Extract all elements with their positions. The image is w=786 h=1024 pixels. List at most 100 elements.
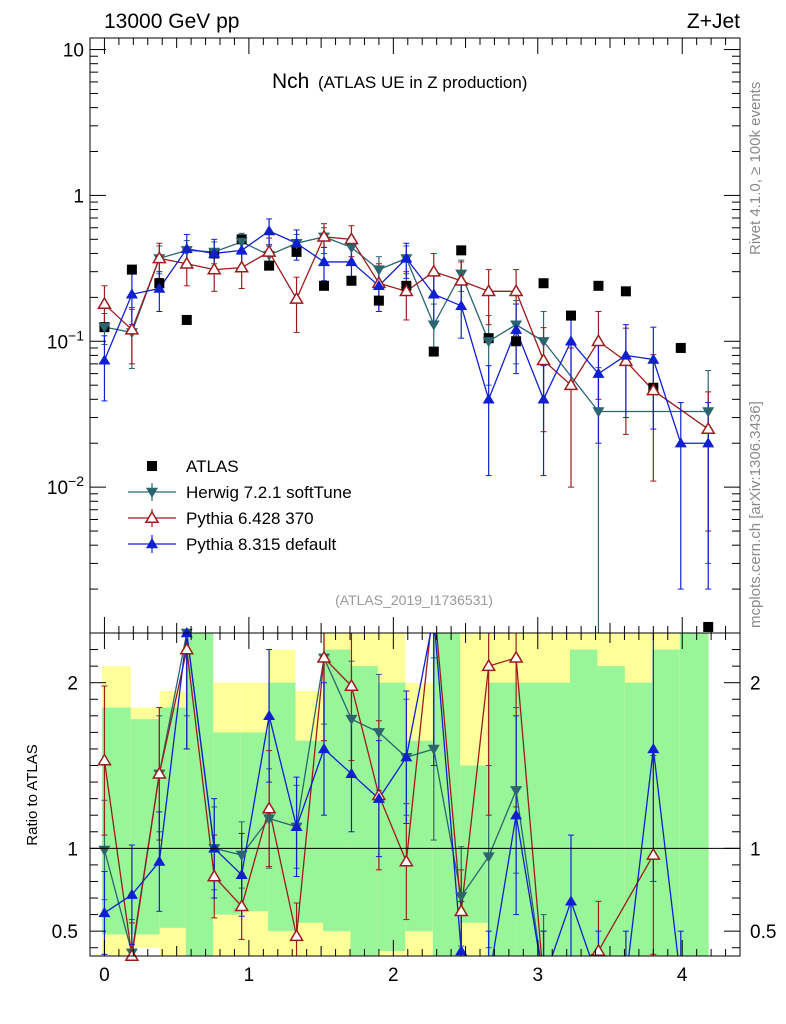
- data-point: [536, 352, 551, 366]
- ratio-point: [647, 742, 660, 754]
- data-point: [619, 349, 632, 360]
- data-point: [702, 437, 715, 448]
- analysis-id: (ATLAS_2019_I1736531): [335, 592, 493, 608]
- ratio-y-tick-label-right: 1: [750, 839, 761, 860]
- data-point: [316, 229, 332, 242]
- ratio-y-tick-label: 0.5: [52, 922, 78, 943]
- data-point: [703, 621, 714, 632]
- data-point: [455, 299, 468, 311]
- ratio-point: [453, 903, 469, 917]
- band-inner: [102, 707, 131, 935]
- ratio-point: [318, 742, 330, 754]
- band-inner: [679, 633, 709, 956]
- data-point: [372, 279, 385, 291]
- ratio-point: [508, 650, 524, 663]
- legend-label: Herwig 7.2.1 softTune: [186, 483, 352, 502]
- legend-marker: [144, 510, 160, 523]
- data-point: [153, 282, 166, 293]
- legend-marker: [146, 538, 158, 549]
- data-point: [235, 237, 248, 248]
- ratio-point: [400, 751, 413, 762]
- ratio-point: [510, 786, 523, 797]
- axes-frame: [89, 37, 741, 957]
- data-point: [97, 296, 112, 309]
- ratio-point: [208, 842, 221, 853]
- ratio-point: [316, 650, 332, 663]
- ratio-point: [124, 948, 140, 961]
- rivet-label: Rivet 4.1.0, ≥ 100k events: [747, 82, 764, 255]
- ratio-point: [290, 820, 303, 831]
- ratio-point: [180, 627, 193, 638]
- ratio-point: [510, 809, 523, 820]
- plot-title: Nch: [272, 70, 309, 93]
- ratio-line: [104, 633, 679, 956]
- data-point: [592, 367, 605, 378]
- ratio-point: [427, 744, 440, 755]
- data-point: [563, 377, 579, 391]
- ratio-point: [399, 854, 414, 867]
- ratio-axis-label: Ratio to ATLAS: [24, 744, 41, 845]
- data-point: [591, 333, 606, 347]
- ratio-point: [235, 868, 248, 880]
- data-point: [400, 252, 413, 263]
- header-left: 13000 GeV pp: [104, 10, 239, 33]
- data-point: [482, 393, 495, 404]
- plot-subtitle: (ATLAS UE in Z production): [318, 73, 527, 92]
- data-point: [675, 342, 686, 353]
- ratio-point: [261, 801, 277, 814]
- data-point: [674, 437, 687, 448]
- band-inner: [350, 666, 378, 956]
- x-tick-label: 0: [99, 965, 110, 986]
- data-point: [206, 262, 222, 275]
- data-point: [261, 244, 277, 257]
- ratio-point: [97, 753, 112, 766]
- ratio-y-tick-label: 1: [67, 839, 78, 860]
- data-point: [399, 283, 414, 297]
- band-inner: [159, 707, 186, 928]
- data-point: [98, 322, 111, 334]
- ratio-point: [455, 945, 468, 956]
- data-point: [289, 291, 304, 304]
- x-tick-label: 3: [532, 965, 543, 986]
- data-point: [180, 242, 193, 254]
- data-point: [124, 322, 140, 335]
- data-point: [234, 260, 249, 273]
- ratio-point: [372, 792, 385, 803]
- x-tick-label: 4: [677, 965, 688, 986]
- data-point: [318, 255, 330, 267]
- data-point: [538, 278, 549, 289]
- band-inner: [295, 740, 323, 923]
- data-point: [511, 336, 522, 347]
- ratio-point: [263, 709, 276, 721]
- ratio-y-tick-label: 2: [67, 674, 78, 695]
- ratio-point: [179, 642, 195, 655]
- data-point: [426, 264, 442, 277]
- y-tick-label: 10: [63, 41, 84, 62]
- header-right: Z+Jet: [687, 10, 740, 33]
- ratio-point: [234, 898, 249, 912]
- data-point: [482, 337, 495, 348]
- ratio-point: [125, 888, 138, 899]
- data-point: [592, 407, 605, 418]
- data-point: [508, 283, 524, 297]
- data-point: [565, 335, 577, 346]
- y-tick-label: 10−1: [47, 327, 84, 353]
- data-point: [700, 421, 716, 435]
- band-inner: [405, 740, 433, 932]
- data-point: [566, 310, 576, 321]
- band-inner: [542, 682, 570, 956]
- ratio-y-tick-label-right: 0.5: [750, 922, 776, 943]
- data-point: [593, 280, 604, 291]
- legend-label: Pythia 8.315 default: [186, 535, 337, 554]
- legend-label: Pythia 6.428 370: [186, 509, 314, 528]
- band-inner: [597, 666, 625, 956]
- ratio-point: [345, 767, 358, 778]
- data-point: [152, 250, 167, 264]
- ratio-point: [152, 766, 167, 779]
- ratio-point: [206, 869, 222, 882]
- band-inner: [323, 649, 351, 932]
- band-inner: [213, 732, 241, 915]
- ratio-point: [98, 906, 111, 918]
- data-point: [537, 393, 550, 404]
